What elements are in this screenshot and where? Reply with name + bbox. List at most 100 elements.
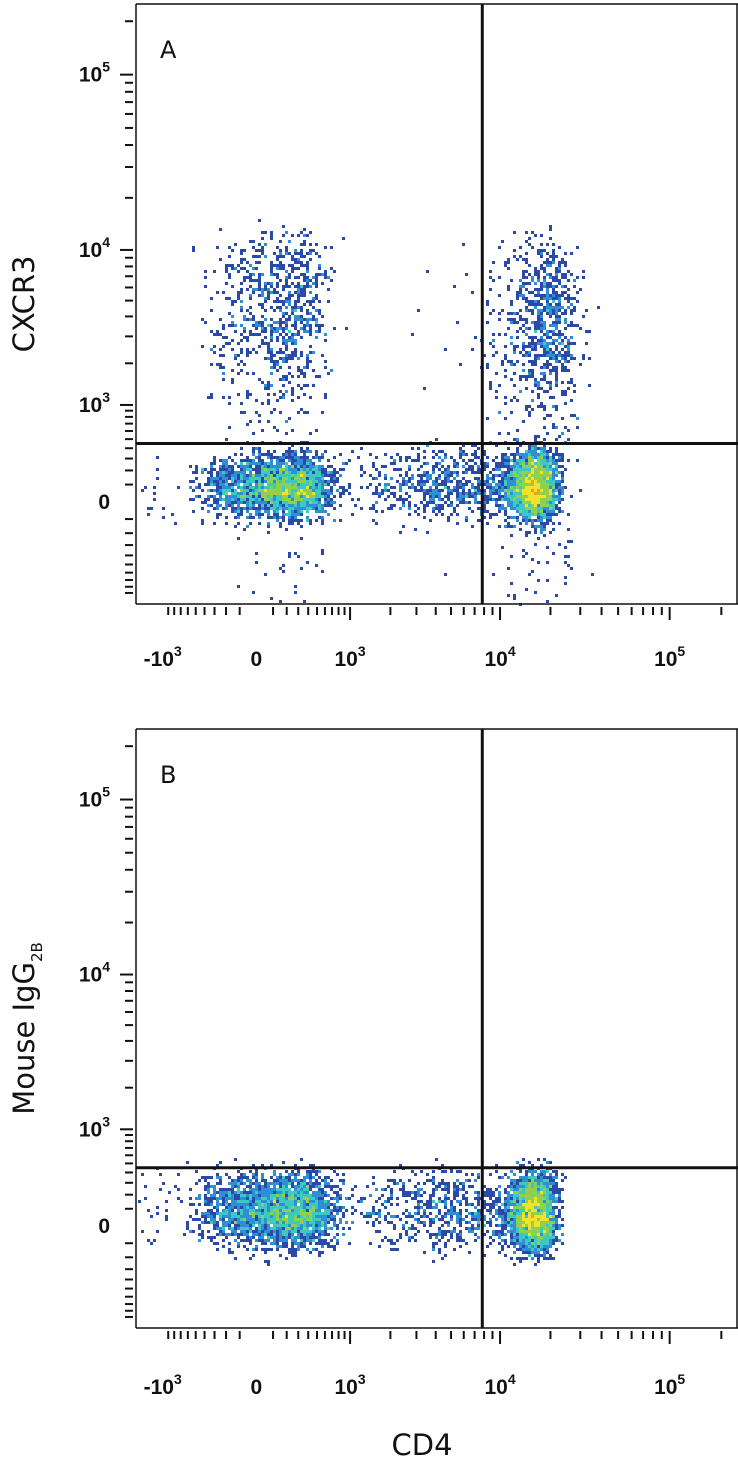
event-dot — [204, 1221, 207, 1224]
event-dot — [330, 246, 333, 249]
event-dot — [231, 459, 234, 462]
event-dot — [396, 1182, 399, 1185]
event-dot — [216, 1197, 219, 1200]
event-dot — [486, 495, 489, 498]
event-dot — [552, 312, 555, 315]
event-dot — [546, 288, 549, 291]
event-dot — [297, 252, 300, 255]
event-dot — [216, 483, 219, 486]
event-dot — [495, 1164, 498, 1167]
event-dot — [408, 1239, 411, 1242]
event-dot — [321, 1197, 324, 1200]
event-dot — [228, 297, 231, 300]
event-dot — [540, 471, 543, 474]
event-dot — [552, 279, 555, 282]
event-dot — [507, 468, 510, 471]
event-dot — [546, 477, 549, 480]
event-dot — [297, 474, 300, 477]
event-dot — [546, 1245, 549, 1248]
event-dot — [513, 249, 516, 252]
event-dot — [231, 381, 234, 384]
event-dot — [306, 384, 309, 387]
event-dot — [402, 1191, 405, 1194]
event-dot — [381, 492, 384, 495]
event-dot — [516, 450, 519, 453]
event-dot — [237, 1233, 240, 1236]
event-dot — [528, 1233, 531, 1236]
event-dot — [318, 1212, 321, 1215]
event-dot — [492, 1191, 495, 1194]
event-dot — [468, 1179, 471, 1182]
event-dot — [513, 1251, 516, 1254]
event-dot — [555, 498, 558, 501]
event-dot — [282, 483, 285, 486]
event-dot — [249, 468, 252, 471]
event-dot — [522, 1227, 525, 1230]
event-dot — [447, 465, 450, 468]
event-dot — [546, 471, 549, 474]
x-tick-label: 0 — [251, 648, 263, 671]
event-dot — [321, 471, 324, 474]
event-dot — [252, 468, 255, 471]
event-dot — [531, 495, 534, 498]
event-dot — [564, 312, 567, 315]
event-dot — [309, 1203, 312, 1206]
event-dot — [531, 1227, 534, 1230]
event-dot — [546, 1176, 549, 1179]
event-dot — [495, 489, 498, 492]
event-dot — [555, 453, 558, 456]
event-dot — [210, 396, 213, 399]
event-dot — [438, 456, 441, 459]
event-dot — [246, 486, 249, 489]
event-dot — [240, 480, 243, 483]
event-dot — [327, 1182, 330, 1185]
event-dot — [288, 1191, 291, 1194]
event-dot — [522, 1197, 525, 1200]
event-dot — [255, 1182, 258, 1185]
event-dot — [270, 291, 273, 294]
event-dot — [294, 1242, 297, 1245]
event-dot — [525, 474, 528, 477]
event-dot — [300, 351, 303, 354]
event-dot — [447, 489, 450, 492]
event-dot — [555, 333, 558, 336]
event-dot — [276, 282, 279, 285]
event-dot — [543, 444, 546, 447]
event-dot — [279, 321, 282, 324]
event-dot — [147, 513, 150, 516]
event-dot — [327, 501, 330, 504]
event-dot — [297, 300, 300, 303]
event-dot — [429, 498, 432, 501]
event-dot — [294, 450, 297, 453]
event-dot — [276, 501, 279, 504]
event-dot — [534, 360, 537, 363]
event-dot — [354, 1185, 357, 1188]
event-dot — [261, 273, 264, 276]
event-dot — [330, 1179, 333, 1182]
event-dot — [519, 309, 522, 312]
event-dot — [423, 489, 426, 492]
event-dot — [249, 1191, 252, 1194]
event-dot — [237, 507, 240, 510]
event-dot — [525, 534, 528, 537]
event-dot — [288, 372, 291, 375]
event-dot — [381, 465, 384, 468]
event-dot — [534, 543, 537, 546]
event-dot — [564, 1176, 567, 1179]
event-dot — [312, 306, 315, 309]
event-dot — [300, 477, 303, 480]
event-dot — [522, 1233, 525, 1236]
event-dot — [255, 411, 258, 414]
event-dot — [483, 1224, 486, 1227]
event-dot — [540, 531, 543, 534]
event-dot — [231, 1227, 234, 1230]
event-dot — [204, 270, 207, 273]
event-dot — [456, 498, 459, 501]
event-dot — [216, 489, 219, 492]
event-dot — [489, 1218, 492, 1221]
event-dot — [225, 438, 228, 441]
event-dot — [525, 231, 528, 234]
event-dot — [537, 1242, 540, 1245]
event-dot — [306, 462, 309, 465]
event-dot — [288, 1215, 291, 1218]
